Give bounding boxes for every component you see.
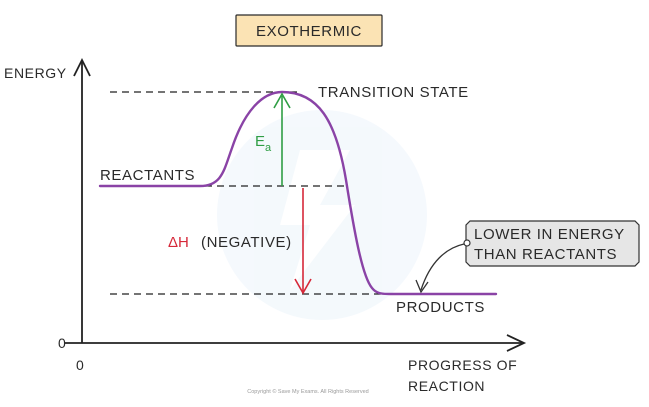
callout-line1: LOWER IN ENERGY <box>474 226 625 243</box>
copyright-notice: Copyright © Save My Exams. All Rights Re… <box>247 388 368 395</box>
title-text: EXOTHERMIC <box>256 23 362 40</box>
activation-energy-label: Ea <box>255 133 272 154</box>
y-axis-label: ENERGY <box>4 65 67 81</box>
activation-energy-arrow <box>273 92 291 186</box>
callout-line2: THAN REACTANTS <box>474 246 617 263</box>
origin-x-label: 0 <box>76 357 84 373</box>
dashed-guides <box>110 91 385 295</box>
energy-profile-curve <box>98 90 498 296</box>
origin-y-label: 0 <box>58 335 66 351</box>
reactants-label: REACTANTS <box>100 167 195 184</box>
watermark-logo <box>217 110 427 320</box>
enthalpy-note: (NEGATIVE) <box>201 234 292 251</box>
callout-box <box>465 220 640 267</box>
title-box: EXOTHERMIC <box>235 14 383 47</box>
enthalpy-change-arrow <box>294 188 312 295</box>
callout: LOWER IN ENERGY THAN REACTANTS <box>415 220 640 294</box>
products-label: PRODUCTS <box>396 299 485 316</box>
y-axis-arrowhead <box>73 57 91 77</box>
x-axis-label-line1: PROGRESS OF <box>408 357 517 373</box>
title-box-background <box>235 14 383 47</box>
enthalpy-symbol: ΔH <box>168 234 189 251</box>
axes <box>64 57 527 352</box>
enthalpy-label: ΔH (NEGATIVE) <box>168 234 292 251</box>
callout-pointer <box>420 243 465 291</box>
callout-pin-icon <box>463 239 471 247</box>
x-axis-label-line2: REACTION <box>408 378 485 394</box>
x-axis-arrowhead <box>506 334 527 352</box>
callout-pointer-arrowhead <box>415 279 429 294</box>
transition-state-label: TRANSITION STATE <box>318 84 469 101</box>
